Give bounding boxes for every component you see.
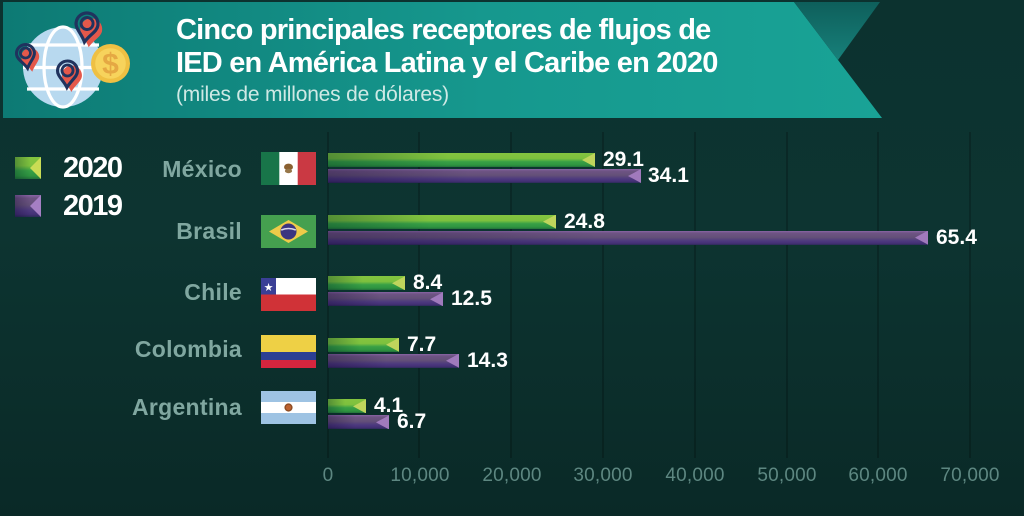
svg-text:★: ★ [264,282,274,294]
svg-text:$: $ [102,48,119,81]
